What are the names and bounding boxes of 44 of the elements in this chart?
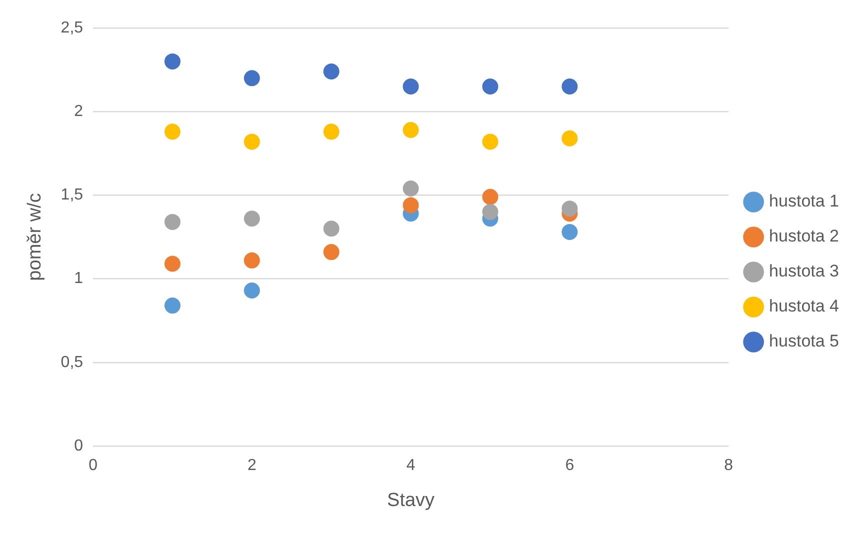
x-tick-label: 6 [565,457,574,474]
point [402,180,419,197]
point [323,124,340,140]
y-tick-label: 2 [74,103,84,120]
point [562,78,578,95]
y-tick-label: 0 [74,437,84,454]
point [482,188,498,205]
y-tick-label: 1 [74,270,84,288]
x-tick-label: 0 [88,457,98,474]
point [164,298,180,314]
point [402,122,419,138]
point [244,70,260,86]
legend-label: hustota 4 [769,296,840,316]
point [164,214,180,230]
point [244,134,260,150]
point [244,252,260,268]
point [482,78,498,95]
point [323,63,340,80]
legend-label: hustota 1 [769,192,840,211]
point [402,197,419,214]
y-tick-label: 1,5 [60,186,84,204]
point [482,204,498,220]
x-axis-title: Stavy [387,490,436,511]
x-tick-label: 2 [247,457,256,474]
legend-label: hustota 5 [769,332,840,351]
x-tick-label: 8 [724,457,734,474]
point [562,224,578,240]
point [482,134,498,150]
legend-label: hustota 2 [769,226,840,246]
legend-label: hustota 3 [769,262,840,281]
point [562,200,578,217]
point [244,210,260,227]
point [323,220,340,237]
y-axis-title: poměr w/c [24,193,46,281]
y-tick-label: 2,5 [60,19,84,36]
point [402,78,419,95]
y-tick-label: 0,5 [60,354,84,371]
point [244,282,260,299]
point [164,124,180,140]
point [562,130,578,146]
point [323,244,340,260]
point [164,256,180,272]
x-tick-label: 4 [406,457,416,474]
point [164,53,180,70]
